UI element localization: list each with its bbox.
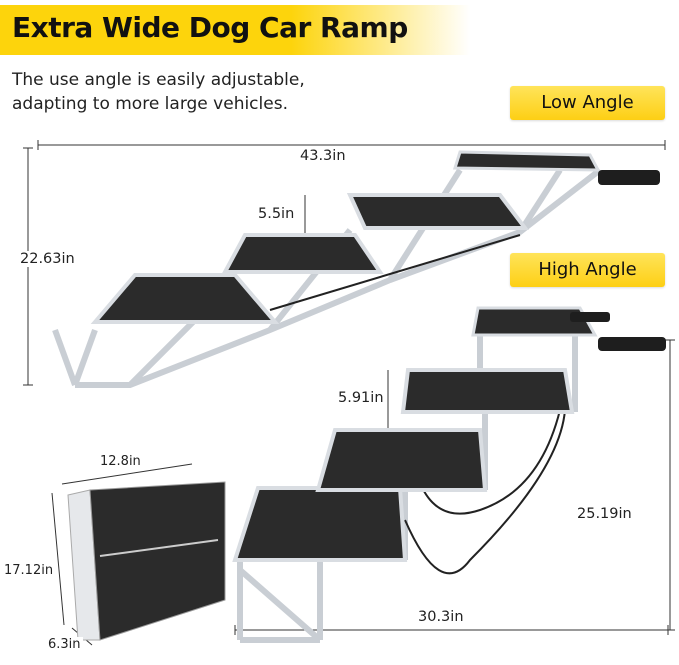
low-height-label: 22.63in <box>18 251 77 267</box>
high-angle-label: High Angle <box>510 253 665 287</box>
subtitle: The use angle is easily adjustable, adap… <box>12 68 305 116</box>
high-height-label: 25.19in <box>575 506 634 522</box>
high-step-rise-label: 5.91in <box>336 390 386 406</box>
high-angle-ramp <box>232 306 666 643</box>
low-step-rise-label: 5.5in <box>256 206 297 222</box>
folded-ramp <box>67 481 226 641</box>
folded-width-label: 12.8in <box>98 454 143 469</box>
title-banner <box>0 5 470 55</box>
high-length-label: 30.3in <box>416 609 466 625</box>
subtitle-line-2: adapting to more large vehicles. <box>12 94 288 114</box>
product-title: Extra Wide Dog Car Ramp <box>12 11 408 44</box>
folded-height-label: 17.12in <box>2 563 56 578</box>
subtitle-line-1: The use angle is easily adjustable, <box>12 70 305 90</box>
low-length-label: 43.3in <box>298 148 348 164</box>
low-angle-label: Low Angle <box>510 86 665 120</box>
folded-depth-label: 6.3in <box>46 637 83 652</box>
low-angle-ramp <box>52 150 660 388</box>
